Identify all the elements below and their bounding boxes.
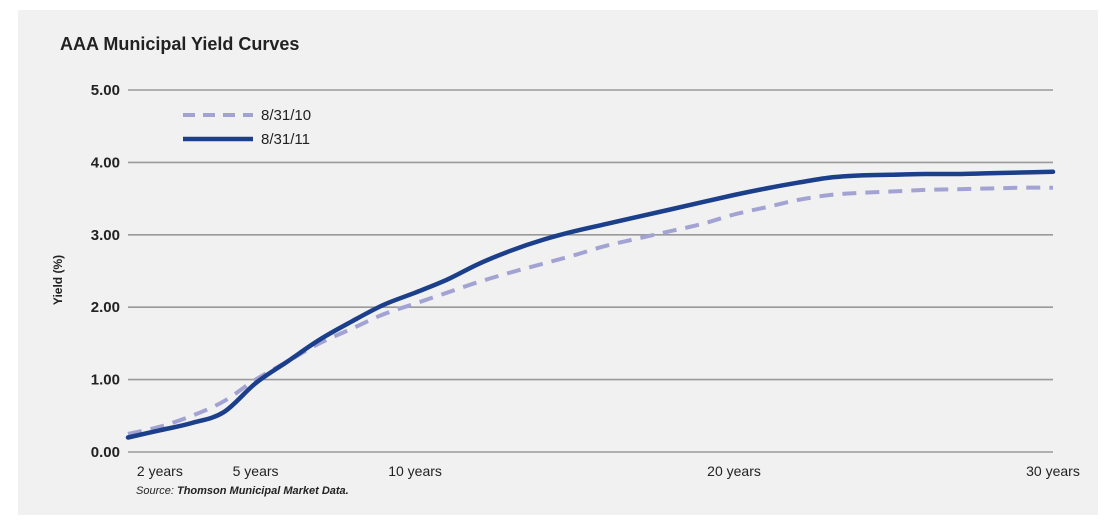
x-tick-label: 2 years: [137, 463, 183, 479]
x-axis-ticks: 2 years 5 years 10 years 20 years 30 years: [137, 463, 1080, 479]
grid-layer: [128, 89, 1053, 453]
legend-label: 8/31/11: [261, 131, 310, 148]
x-tick-label: 10 years: [388, 463, 442, 479]
source-text: Thomson Municipal Market Data.: [177, 485, 349, 497]
y-tick-label: 5.00: [91, 82, 120, 99]
x-tick-label: 5 years: [233, 463, 279, 479]
source-note: Source: Thomson Municipal Market Data.: [136, 485, 349, 497]
y-tick-label: 0.00: [91, 444, 120, 461]
series-line-8-31-11: [125, 169, 1056, 440]
series-layer: [125, 169, 1056, 440]
series-line-8-31-10: [127, 185, 1054, 436]
legend: 8/31/10 8/31/11: [183, 107, 311, 148]
y-axis-ticks: 0.00 1.00 2.00 3.00 4.00 5.00: [91, 82, 120, 461]
y-axis-label: Yield (%): [51, 255, 65, 305]
legend-label: 8/31/10: [261, 107, 311, 124]
y-tick-label: 3.00: [91, 227, 120, 244]
line-chart: AAA Municipal Yield Curves 0.00 1.00 2.00 3…: [51, 34, 1080, 497]
x-tick-label: 30 years: [1026, 463, 1080, 479]
y-tick-label: 2.00: [91, 299, 120, 316]
y-tick-label: 1.00: [91, 372, 120, 389]
x-tick-label: 20 years: [707, 463, 761, 479]
chart-panel: AAA Municipal Yield Curves 0.00 1.00 2.00 3…: [18, 10, 1098, 515]
y-tick-label: 4.00: [91, 154, 120, 171]
source-prefix: Source:: [136, 485, 174, 497]
chart-title: AAA Municipal Yield Curves: [60, 34, 299, 54]
